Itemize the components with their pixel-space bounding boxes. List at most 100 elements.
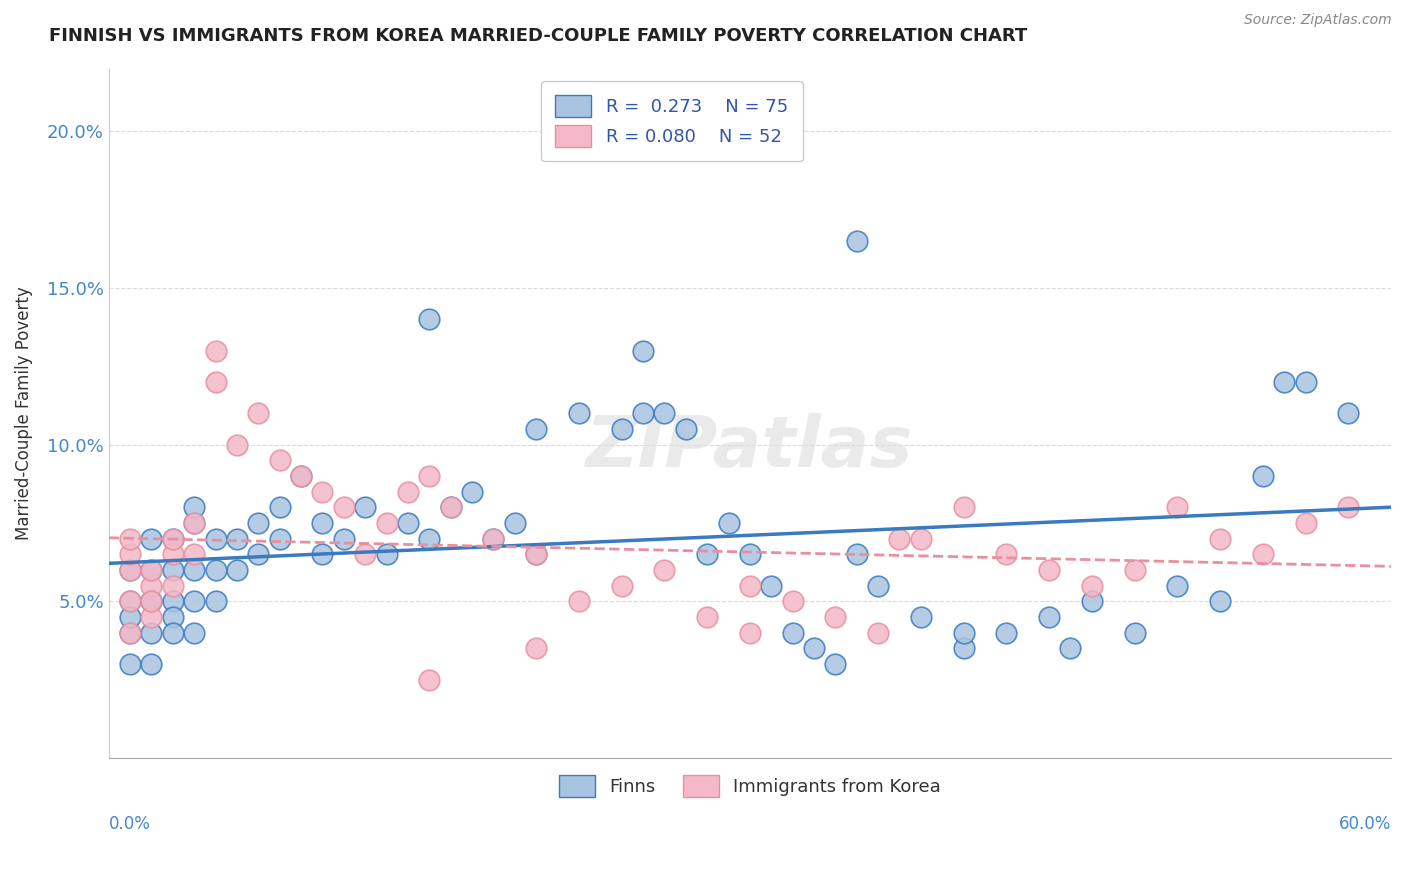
Point (1081, 594, 1104, 608)
Point (247, 516, 270, 530)
Point (524, 548, 547, 562)
Point (141, 657, 163, 672)
Point (1251, 548, 1274, 562)
Point (141, 594, 163, 608)
Point (889, 532, 911, 546)
Point (120, 657, 142, 672)
Point (1337, 500, 1360, 515)
Point (141, 594, 163, 608)
Point (418, 673, 440, 687)
Point (803, 641, 825, 656)
Point (824, 657, 846, 672)
Point (183, 500, 205, 515)
Point (738, 579, 761, 593)
Point (290, 469, 312, 483)
Point (631, 406, 654, 420)
Point (141, 610, 163, 624)
Point (269, 500, 291, 515)
Point (204, 375, 226, 389)
Point (120, 548, 142, 562)
Point (354, 548, 377, 562)
Point (120, 625, 142, 640)
Point (375, 516, 398, 530)
Point (1038, 563, 1060, 577)
Point (1209, 594, 1232, 608)
Point (1251, 469, 1274, 483)
Point (1123, 625, 1146, 640)
Point (1166, 579, 1188, 593)
Point (1337, 406, 1360, 420)
Point (1038, 610, 1060, 624)
Point (952, 625, 974, 640)
Text: ZIPatlas: ZIPatlas (586, 413, 914, 483)
Point (1295, 375, 1317, 389)
Point (910, 532, 932, 546)
Point (696, 548, 718, 562)
Point (524, 641, 547, 656)
Text: Source: ZipAtlas.com: Source: ZipAtlas.com (1244, 13, 1392, 28)
Point (782, 625, 804, 640)
Point (162, 579, 184, 593)
Point (204, 343, 226, 358)
Point (162, 594, 184, 608)
Point (162, 532, 184, 546)
Point (120, 563, 142, 577)
Point (503, 516, 526, 530)
Point (1272, 375, 1295, 389)
Text: 60.0%: 60.0% (1339, 814, 1391, 832)
Point (120, 625, 142, 640)
Point (120, 610, 142, 624)
Point (1123, 563, 1146, 577)
Point (868, 625, 890, 640)
Point (568, 594, 591, 608)
Point (141, 563, 163, 577)
Point (183, 563, 205, 577)
Point (375, 548, 398, 562)
Point (482, 532, 505, 546)
Point (226, 438, 249, 452)
Point (269, 532, 291, 546)
Point (141, 625, 163, 640)
Point (440, 500, 463, 515)
Point (290, 469, 312, 483)
Point (654, 563, 676, 577)
Point (183, 594, 205, 608)
Point (226, 563, 249, 577)
Point (162, 532, 184, 546)
Point (269, 453, 291, 467)
Point (311, 516, 333, 530)
Point (654, 406, 676, 420)
Point (631, 343, 654, 358)
Point (1166, 500, 1188, 515)
Point (333, 532, 356, 546)
Point (120, 532, 142, 546)
Legend: Finns, Immigrants from Korea: Finns, Immigrants from Korea (544, 760, 956, 811)
Point (995, 548, 1018, 562)
Point (333, 500, 356, 515)
Point (868, 579, 890, 593)
Point (461, 484, 484, 499)
Point (610, 579, 633, 593)
Point (952, 500, 974, 515)
Point (761, 579, 783, 593)
Point (183, 516, 205, 530)
Point (524, 422, 547, 436)
Point (354, 500, 377, 515)
Text: 0.0%: 0.0% (108, 814, 150, 832)
Point (440, 500, 463, 515)
Point (482, 532, 505, 546)
Point (738, 548, 761, 562)
Point (696, 610, 718, 624)
Point (183, 548, 205, 562)
Point (183, 625, 205, 640)
Point (824, 610, 846, 624)
Point (675, 422, 697, 436)
Point (311, 484, 333, 499)
Point (524, 548, 547, 562)
Point (120, 563, 142, 577)
Text: FINNISH VS IMMIGRANTS FROM KOREA MARRIED-COUPLE FAMILY POVERTY CORRELATION CHART: FINNISH VS IMMIGRANTS FROM KOREA MARRIED… (49, 27, 1028, 45)
Point (717, 516, 740, 530)
Point (782, 594, 804, 608)
Point (1059, 641, 1081, 656)
Point (120, 594, 142, 608)
